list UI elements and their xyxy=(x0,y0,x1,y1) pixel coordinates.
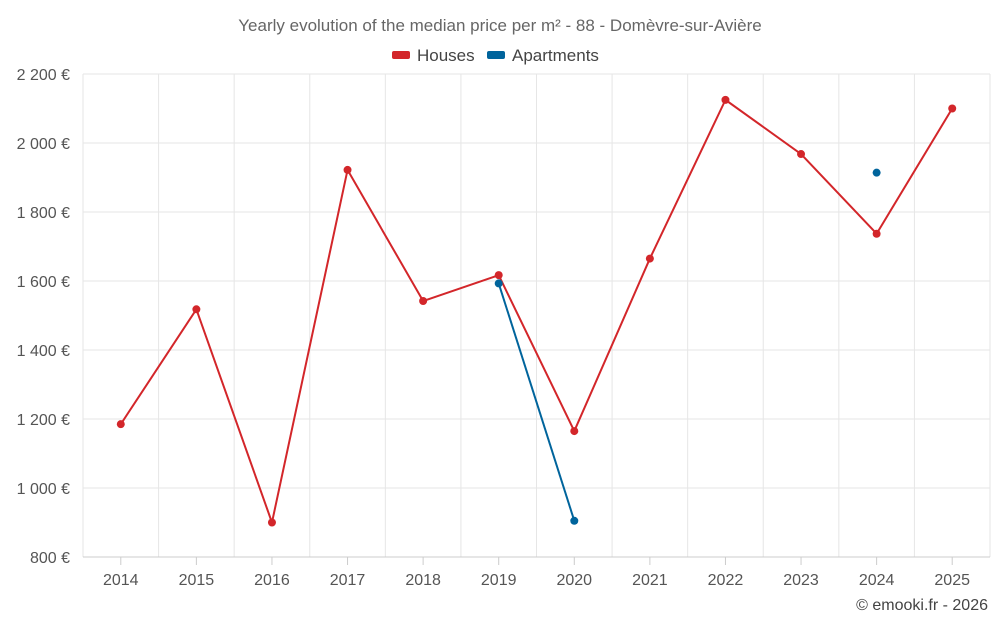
data-point-houses[interactable] xyxy=(797,150,806,159)
data-point-apartments[interactable] xyxy=(872,168,881,177)
x-tick-label: 2021 xyxy=(632,572,668,589)
x-tick-label: 2017 xyxy=(330,572,366,589)
y-tick-label: 2 000 € xyxy=(17,136,70,153)
series-line-houses xyxy=(119,98,954,524)
data-point-apartments[interactable] xyxy=(494,279,503,288)
legend-swatch-apartments xyxy=(487,51,505,59)
x-tick-label: 2020 xyxy=(556,572,592,589)
y-tick-label: 1 000 € xyxy=(17,481,70,498)
data-point-houses[interactable] xyxy=(343,165,352,174)
legend-label-houses: Houses xyxy=(417,46,475,65)
axes: 800 € 1 000 € 1 200 € 1 400 € 1 600 € 1 800 €… xyxy=(17,67,990,589)
credit-text: © emooki.fr - 2026 xyxy=(856,597,988,614)
y-tick-label: 1 800 € xyxy=(17,205,70,222)
y-tick-label: 1 200 € xyxy=(17,412,70,429)
x-tick-label: 2022 xyxy=(708,572,744,589)
y-tick-label: 2 200 € xyxy=(17,67,70,84)
chart-title: Yearly evolution of the median price per… xyxy=(238,16,761,35)
y-tick-label: 800 € xyxy=(30,550,70,567)
data-point-houses[interactable] xyxy=(721,95,730,104)
x-tick-label: 2023 xyxy=(783,572,819,589)
data-point-houses[interactable] xyxy=(419,297,428,306)
data-point-apartments[interactable] xyxy=(570,516,579,525)
data-point-houses[interactable] xyxy=(116,420,125,429)
data-point-houses[interactable] xyxy=(267,518,276,527)
x-tick-label: 2025 xyxy=(934,572,970,589)
data-point-houses[interactable] xyxy=(192,305,201,314)
legend-item-houses[interactable]: Houses xyxy=(392,46,475,65)
x-tick-label: 2018 xyxy=(405,572,441,589)
series xyxy=(116,95,957,527)
data-point-houses[interactable] xyxy=(948,104,957,113)
y-tick-label: 1 400 € xyxy=(17,343,70,360)
legend: Houses Apartments xyxy=(392,46,599,65)
data-point-houses[interactable] xyxy=(645,254,654,263)
x-tick-label: 2014 xyxy=(103,572,139,589)
series-line-apartments xyxy=(497,283,576,522)
x-tick-label: 2016 xyxy=(254,572,290,589)
legend-swatch-houses xyxy=(392,51,410,59)
data-point-houses[interactable] xyxy=(494,271,503,280)
data-point-houses[interactable] xyxy=(570,427,579,436)
grid xyxy=(82,73,991,557)
x-tick-label: 2015 xyxy=(179,572,215,589)
legend-item-apartments[interactable]: Apartments xyxy=(487,46,599,65)
y-tick-label: 1 600 € xyxy=(17,274,70,291)
x-tick-label: 2019 xyxy=(481,572,517,589)
legend-label-apartments: Apartments xyxy=(512,46,599,65)
x-tick-label: 2024 xyxy=(859,572,895,589)
data-point-houses[interactable] xyxy=(872,229,881,238)
